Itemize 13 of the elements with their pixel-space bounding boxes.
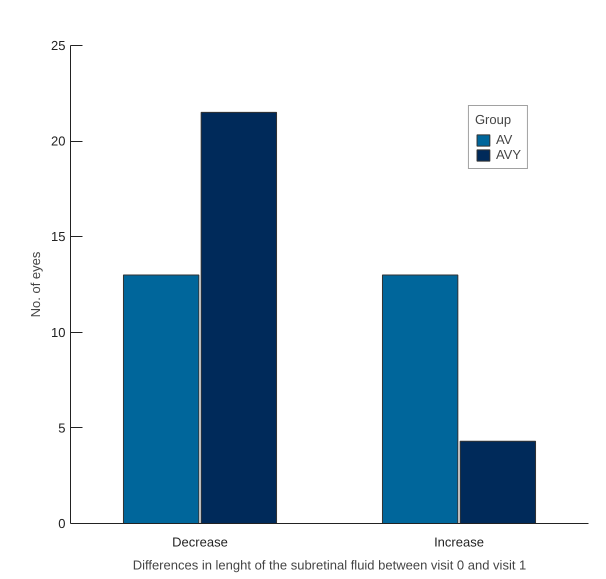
x-axis-title: Differences in lenght of the subretinal fluid between visit 0 and visit 1: [132, 558, 526, 572]
x-tick-label: Decrease: [172, 534, 228, 550]
y-tick-label: 20: [51, 134, 66, 149]
x-tick-label: Increase: [434, 534, 484, 550]
legend-label: AV: [496, 132, 514, 147]
y-tick-label: 5: [58, 420, 66, 436]
legend-label: AVY: [496, 147, 521, 162]
y-tick-label: 15: [51, 229, 66, 244]
y-tick-label: 25: [51, 38, 66, 53]
y-tick-label: 0: [58, 516, 66, 531]
legend-title: Group: [474, 112, 512, 127]
y-tick-label: 10: [51, 324, 66, 340]
y-axis-title: No. of eyes: [28, 251, 44, 318]
